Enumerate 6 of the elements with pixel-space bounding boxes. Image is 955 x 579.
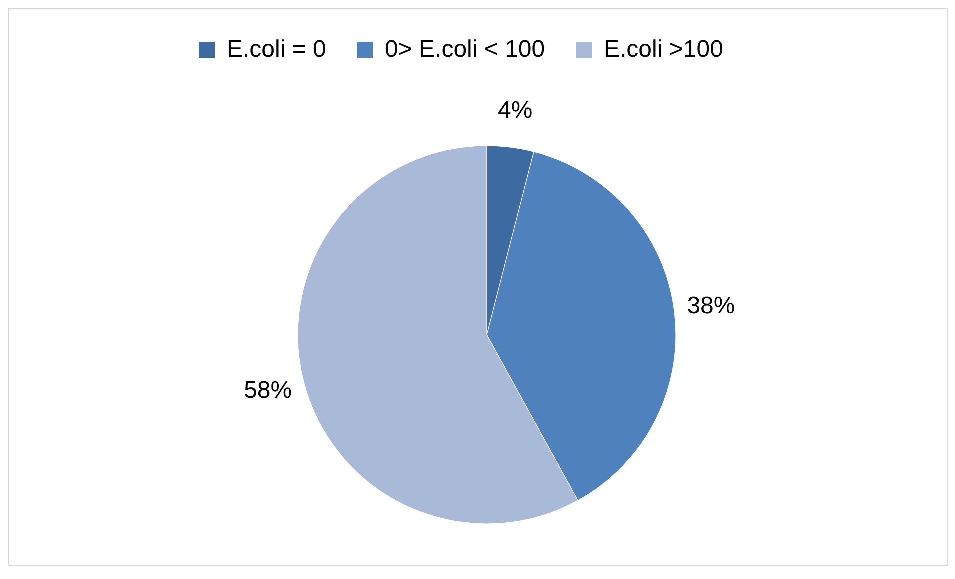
data-label: 38% — [687, 292, 736, 320]
legend-label: 0> E.coli < 100 — [385, 36, 546, 63]
data-label: 58% — [244, 377, 292, 404]
data-label: 4% — [498, 96, 533, 124]
legend-label: E.coli = 0 — [227, 36, 326, 63]
legend-label: E.coli >100 — [604, 36, 724, 63]
